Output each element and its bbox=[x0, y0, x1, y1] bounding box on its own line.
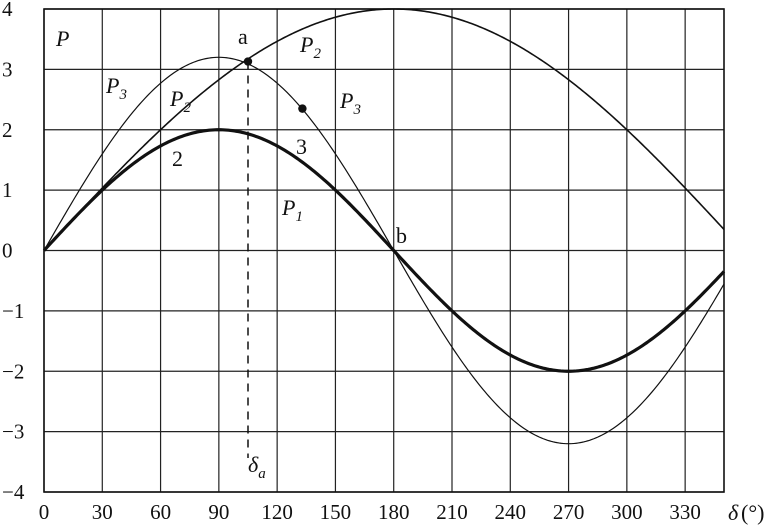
curve-2-number: 2 bbox=[172, 146, 183, 171]
x-tick-label-0: 0 bbox=[39, 500, 50, 524]
tick-labels: 0 30 60 90 120 150 180 210 240 270 300 33043210−1−2… bbox=[2, 0, 701, 524]
grid bbox=[43, 8, 725, 493]
x-tick-label-5: 150 bbox=[320, 500, 352, 524]
y-tick-label-8: −4 bbox=[2, 480, 25, 504]
point-a-label: a bbox=[238, 24, 248, 49]
x-tick-label-6: 180 bbox=[378, 500, 410, 524]
x-tick-label-9: 270 bbox=[553, 500, 585, 524]
x-tick-label-11: 330 bbox=[669, 500, 701, 524]
point-b-label: b bbox=[396, 223, 407, 248]
delta-a-label: δa bbox=[248, 452, 266, 482]
x-tick-label-2: 60 bbox=[150, 500, 171, 524]
x-axis-label: δ bbox=[728, 500, 739, 525]
x-tick-label-10: 300 bbox=[611, 500, 643, 524]
x-tick-label-4: 120 bbox=[261, 500, 293, 524]
point-marker-unlabeled-2 bbox=[298, 104, 307, 113]
y-tick-label-3: 1 bbox=[2, 178, 13, 202]
marked-points bbox=[243, 57, 307, 113]
x-tick-label-8: 240 bbox=[495, 500, 527, 524]
p1-label: P1 bbox=[281, 195, 303, 225]
x-axis-unit: (°) bbox=[741, 500, 764, 525]
y-tick-label-7: −3 bbox=[2, 420, 24, 444]
p3-left-label: P3 bbox=[105, 73, 127, 103]
curves bbox=[42, 8, 726, 445]
y-tick-label-1: 3 bbox=[2, 57, 13, 81]
point-marker-a bbox=[243, 57, 253, 66]
y-tick-label-4: 0 bbox=[2, 239, 13, 263]
x-tick-label-1: 30 bbox=[92, 500, 113, 524]
x-tick-label-3: 90 bbox=[208, 500, 229, 524]
y-tick-label-0: 4 bbox=[2, 0, 13, 21]
curve-3-number: 3 bbox=[296, 134, 307, 159]
curve-p2 bbox=[43, 8, 725, 252]
y-tick-label-2: 2 bbox=[2, 118, 13, 142]
p3-right-label: P3 bbox=[339, 88, 361, 118]
p2-top-label: P2 bbox=[299, 32, 321, 62]
y-tick-label-5: −1 bbox=[2, 299, 24, 323]
curve-p1 bbox=[42, 128, 726, 373]
y-tick-label-6: −2 bbox=[2, 359, 24, 383]
curve-p3 bbox=[43, 56, 725, 445]
x-tick-label-7: 210 bbox=[436, 500, 468, 524]
p-axis-label: P bbox=[55, 26, 69, 51]
